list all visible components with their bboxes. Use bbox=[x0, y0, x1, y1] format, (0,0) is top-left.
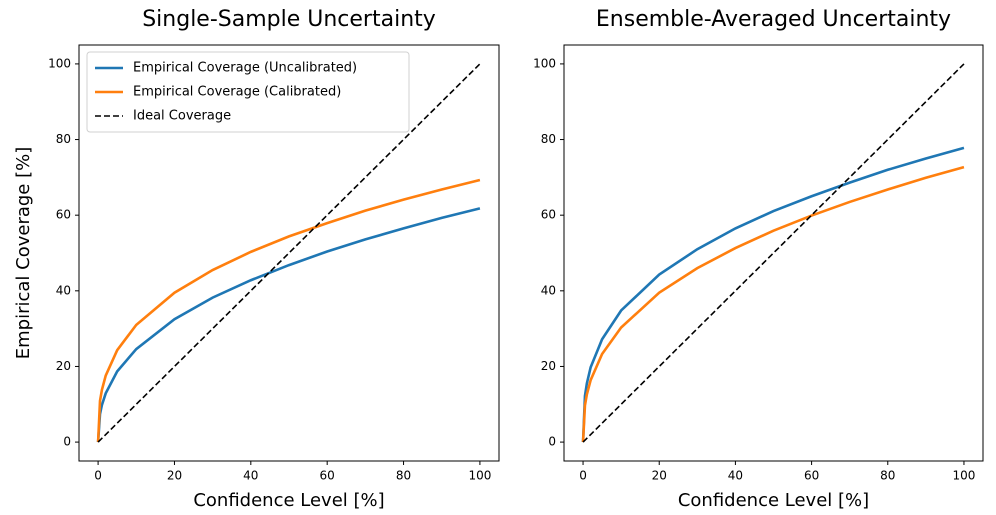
x-tick-label: 100 bbox=[468, 469, 491, 483]
legend-label: Empirical Coverage (Uncalibrated) bbox=[133, 61, 357, 76]
series-line bbox=[581, 165, 965, 443]
x-tick-label: 100 bbox=[953, 469, 976, 483]
x-axis-label: Confidence Level [%] bbox=[193, 490, 384, 511]
plot-frame bbox=[78, 44, 500, 462]
y-tick-label: 100 bbox=[48, 56, 71, 70]
series-line bbox=[96, 178, 481, 443]
y-tick-label: 80 bbox=[56, 132, 71, 146]
y-tick-label: 40 bbox=[541, 283, 556, 297]
y-tick-label: 0 bbox=[63, 435, 71, 449]
x-tick-label: 80 bbox=[880, 469, 895, 483]
x-tick-label: 60 bbox=[804, 469, 819, 483]
series-line bbox=[581, 146, 965, 443]
chart-title: Ensemble-Averaged Uncertainty bbox=[596, 7, 951, 32]
y-tick-label: 20 bbox=[541, 359, 556, 373]
y-tick-label: 60 bbox=[541, 208, 556, 222]
x-tick-label: 20 bbox=[167, 469, 182, 483]
legend-label: Empirical Coverage (Calibrated) bbox=[133, 85, 341, 100]
legend-box bbox=[86, 51, 410, 133]
series-line bbox=[96, 207, 481, 443]
legend-label: Ideal Coverage bbox=[133, 109, 231, 124]
x-tick-label: 40 bbox=[728, 469, 743, 483]
series-line bbox=[582, 63, 965, 443]
x-tick-label: 40 bbox=[243, 469, 258, 483]
y-tick-label: 80 bbox=[541, 132, 556, 146]
y-tick-label: 40 bbox=[56, 283, 71, 297]
x-tick-label: 0 bbox=[579, 469, 587, 483]
x-tick-label: 60 bbox=[320, 469, 335, 483]
y-tick-label: 60 bbox=[56, 208, 71, 222]
y-tick-label: 0 bbox=[548, 435, 556, 449]
y-tick-label: 100 bbox=[533, 56, 556, 70]
y-axis-label: Empirical Coverage [%] bbox=[13, 147, 34, 360]
y-tick-label: 20 bbox=[56, 359, 71, 373]
plot-frame bbox=[563, 44, 984, 462]
x-axis-label: Confidence Level [%] bbox=[678, 490, 869, 511]
x-tick-label: 20 bbox=[652, 469, 667, 483]
legend: Empirical Coverage (Uncalibrated) Empiric… bbox=[86, 51, 410, 133]
x-tick-label: 0 bbox=[94, 469, 102, 483]
chart-title: Single-Sample Uncertainty bbox=[142, 7, 436, 32]
x-tick-label: 80 bbox=[396, 469, 411, 483]
